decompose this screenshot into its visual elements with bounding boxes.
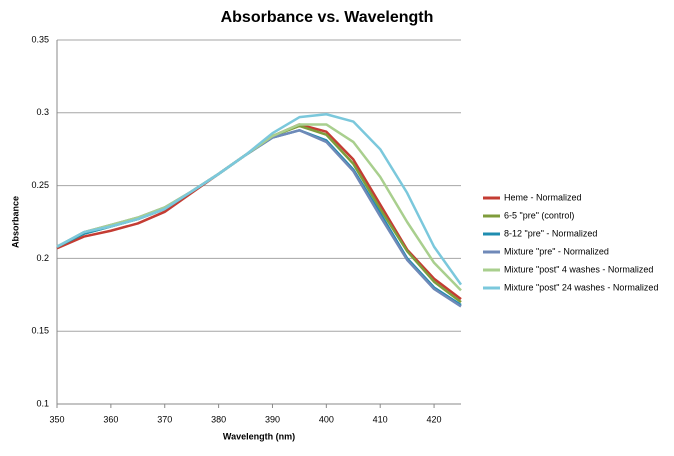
series-line xyxy=(56,129,462,308)
series-line xyxy=(56,124,462,304)
legend-label: 6-5 "pre" (control) xyxy=(504,210,574,220)
x-tick-label: 360 xyxy=(103,414,118,424)
legend-label: 8-12 "pre" - Normalized xyxy=(504,228,597,238)
x-tick-label: 420 xyxy=(427,414,442,424)
x-tick-label: 390 xyxy=(265,414,280,424)
series-line xyxy=(56,123,462,292)
y-tick-label: 0.15 xyxy=(31,326,49,336)
y-tick-label: 0.3 xyxy=(36,107,49,117)
legend-label: Mixture "pre" - Normalized xyxy=(504,246,609,256)
legend-label: Heme - Normalized xyxy=(504,192,582,202)
y-tick-label: 0.35 xyxy=(31,34,49,44)
x-tick-label: 400 xyxy=(319,414,334,424)
series-line xyxy=(56,129,462,307)
x-tick-label: 410 xyxy=(373,414,388,424)
y-tick-label: 0.1 xyxy=(36,398,49,408)
x-tick-label: 370 xyxy=(157,414,172,424)
x-axis-title: Wavelength (nm) xyxy=(223,431,295,441)
y-axis-title: Absorbance xyxy=(10,196,20,248)
x-tick-label: 350 xyxy=(49,414,64,424)
chart-title: Absorbance vs. Wavelength xyxy=(221,9,434,26)
legend-label: Mixture "post" 4 washes - Normalized xyxy=(504,264,653,274)
series-line xyxy=(56,113,463,286)
y-tick-label: 0.25 xyxy=(31,180,49,190)
y-tick-label: 0.2 xyxy=(36,253,49,263)
x-tick-label: 380 xyxy=(211,414,226,424)
legend-label: Mixture "post" 24 washes - Normalized xyxy=(504,282,658,292)
